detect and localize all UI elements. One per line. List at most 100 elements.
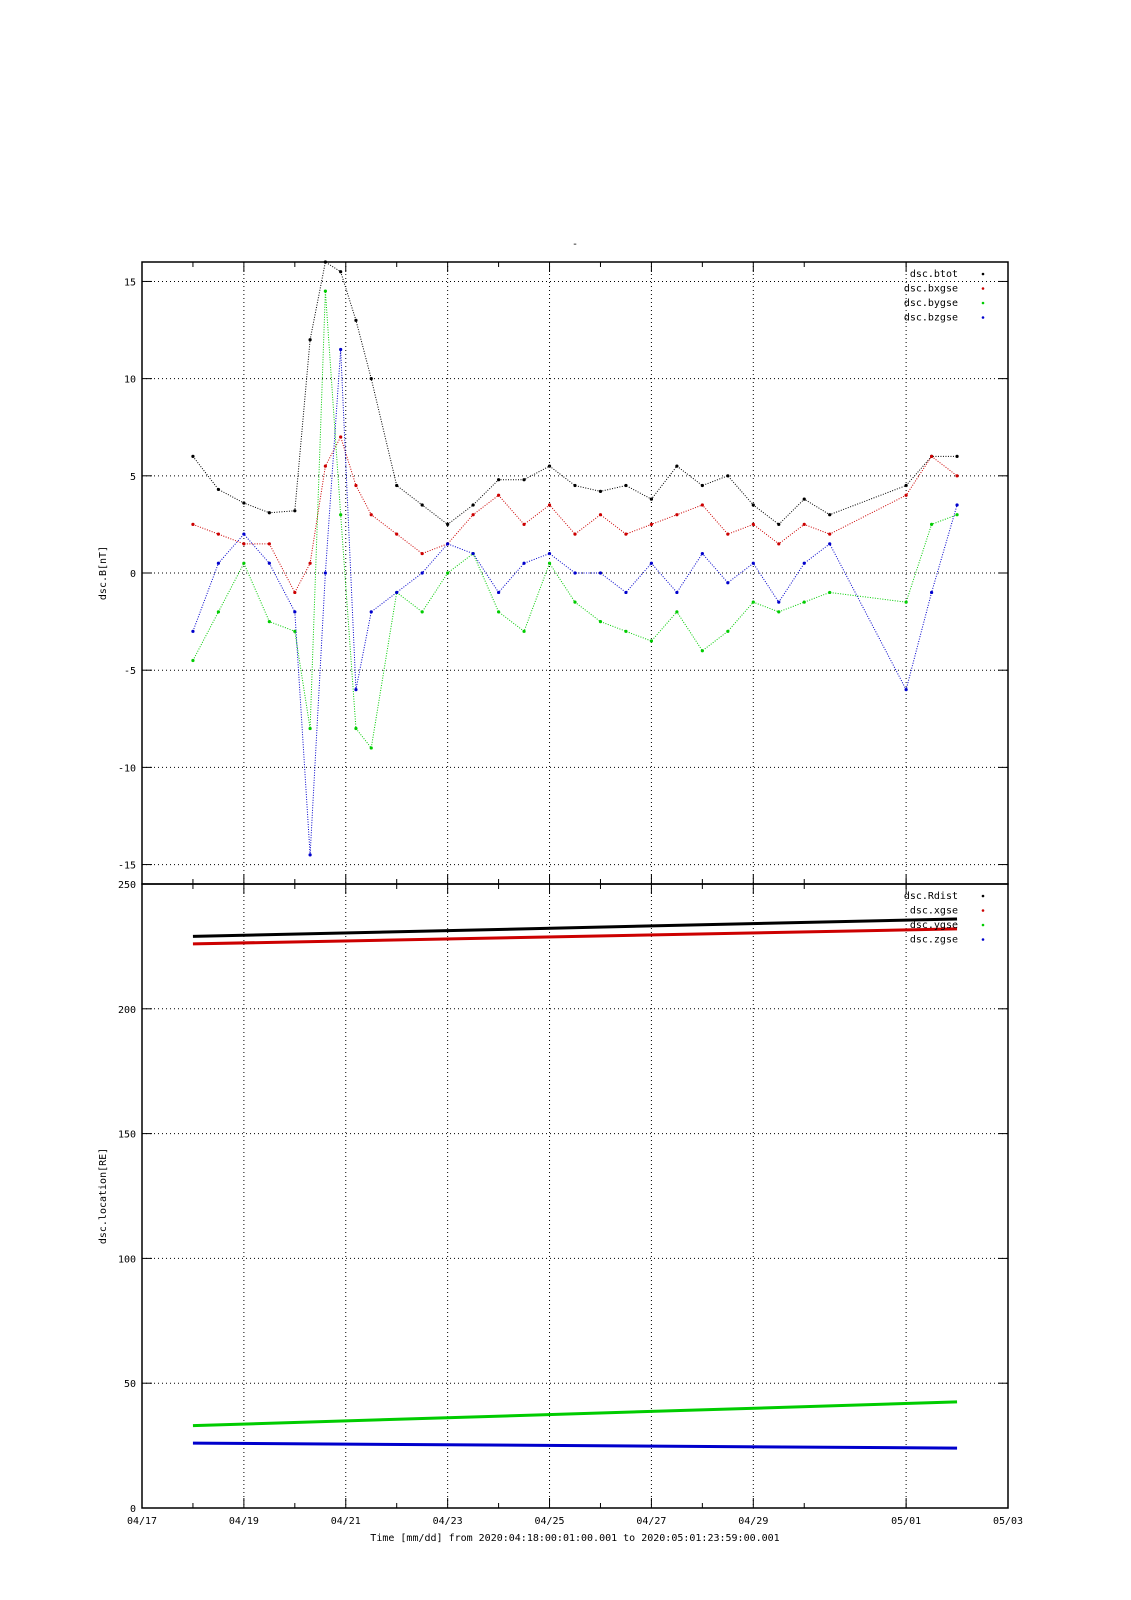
data-point: [308, 726, 312, 731]
location-y-tick-label: 250: [118, 880, 136, 891]
data-point: [308, 853, 312, 857]
data-point: [308, 561, 312, 565]
series-line-dsc.Rdist: [192, 917, 958, 938]
data-point: [420, 503, 424, 507]
x-tick-label: 04/27: [636, 1516, 666, 1527]
data-point: [323, 289, 327, 293]
data-point: [395, 532, 399, 536]
data-point: [675, 590, 679, 595]
data-point: [267, 561, 271, 565]
field-legend-label: dsc.bygse: [904, 298, 958, 309]
data-point: [751, 522, 755, 527]
data-point: [446, 542, 450, 546]
data-point: [191, 658, 195, 663]
location-y-tick-label: 50: [124, 1379, 136, 1390]
data-point: [828, 542, 832, 546]
chart-title: -: [572, 239, 578, 250]
data-point: [471, 551, 475, 556]
data-point: [955, 503, 959, 507]
data-point: [777, 610, 781, 614]
field-y-tick-label: 15: [124, 277, 136, 288]
data-point: [624, 532, 628, 536]
data-point: [267, 511, 271, 515]
data-point: [929, 590, 934, 595]
data-point: [802, 522, 806, 527]
data-point: [726, 581, 730, 585]
data-point: [354, 318, 358, 322]
data-point: [598, 619, 603, 624]
data-point: [471, 503, 475, 507]
data-point: [726, 629, 730, 633]
data-point: [802, 600, 806, 604]
data-point: [955, 474, 959, 478]
data-point: [339, 513, 343, 517]
x-tick-label: 04/29: [738, 1516, 768, 1527]
x-axis-label: Time [mm/dd] from 2020:04:18:00:01:00.00…: [370, 1533, 779, 1544]
field-y-tick-label: 0: [130, 569, 136, 580]
data-point: [354, 726, 358, 731]
data-point: [777, 600, 781, 604]
data-point: [547, 464, 552, 468]
location-legend-marker: [981, 938, 985, 941]
field-y-tick-label: 10: [124, 375, 136, 386]
data-point: [522, 561, 526, 565]
data-point: [751, 503, 755, 507]
data-point: [293, 610, 297, 614]
location-legend-label: dsc.Rdist: [904, 891, 958, 902]
data-point: [446, 571, 450, 575]
data-point: [828, 532, 832, 536]
data-point: [700, 483, 704, 488]
data-point: [649, 561, 654, 565]
series-points-dsc.btot: [191, 260, 959, 527]
data-point: [216, 561, 221, 565]
data-point: [598, 513, 603, 517]
data-point: [700, 551, 704, 556]
data-point: [293, 590, 297, 595]
field-y-tick-label: 5: [130, 472, 136, 483]
data-point: [323, 260, 327, 264]
data-point: [955, 513, 959, 517]
data-point: [649, 639, 654, 643]
data-point: [339, 347, 343, 352]
data-point: [802, 561, 806, 565]
data-point: [369, 746, 373, 750]
series-points-dsc.bxgse: [191, 435, 959, 595]
data-point: [929, 454, 934, 458]
data-point: [242, 542, 246, 546]
data-point: [904, 493, 908, 497]
field-y-tick-label: -10: [118, 763, 136, 774]
data-point: [216, 487, 221, 492]
data-point: [624, 629, 628, 633]
field-y-axis-label: dsc.B[nT]: [98, 546, 109, 600]
data-point: [649, 497, 654, 501]
location-y-tick-label: 200: [118, 1005, 136, 1016]
field-y-tick-label: -15: [118, 861, 136, 872]
data-point: [675, 610, 679, 614]
data-point: [293, 509, 297, 513]
data-point: [191, 522, 195, 527]
field-legend-label: dsc.bzgse: [904, 313, 958, 324]
data-point: [929, 522, 934, 527]
data-point: [369, 377, 373, 381]
data-point: [446, 522, 450, 527]
field-legend-marker: [981, 301, 985, 305]
x-tick-label: 05/01: [891, 1516, 921, 1527]
location-y-axis-label: dsc.location[RE]: [98, 1148, 109, 1244]
data-point: [242, 501, 246, 505]
x-tick-label: 05/03: [993, 1516, 1023, 1527]
data-point: [573, 571, 577, 575]
data-point: [369, 513, 373, 517]
x-tick-label: 04/23: [433, 1516, 463, 1527]
data-point: [573, 532, 577, 536]
data-point: [802, 497, 806, 501]
data-point: [904, 688, 908, 692]
x-tick-label: 04/19: [229, 1516, 259, 1527]
data-point: [522, 629, 526, 633]
series-trace-dsc.bxgse: [192, 435, 958, 594]
data-point: [395, 590, 399, 595]
data-point: [777, 522, 781, 527]
data-point: [573, 483, 577, 488]
data-point: [354, 483, 358, 488]
location-y-tick-label: 0: [130, 1504, 136, 1515]
data-point: [675, 513, 679, 517]
